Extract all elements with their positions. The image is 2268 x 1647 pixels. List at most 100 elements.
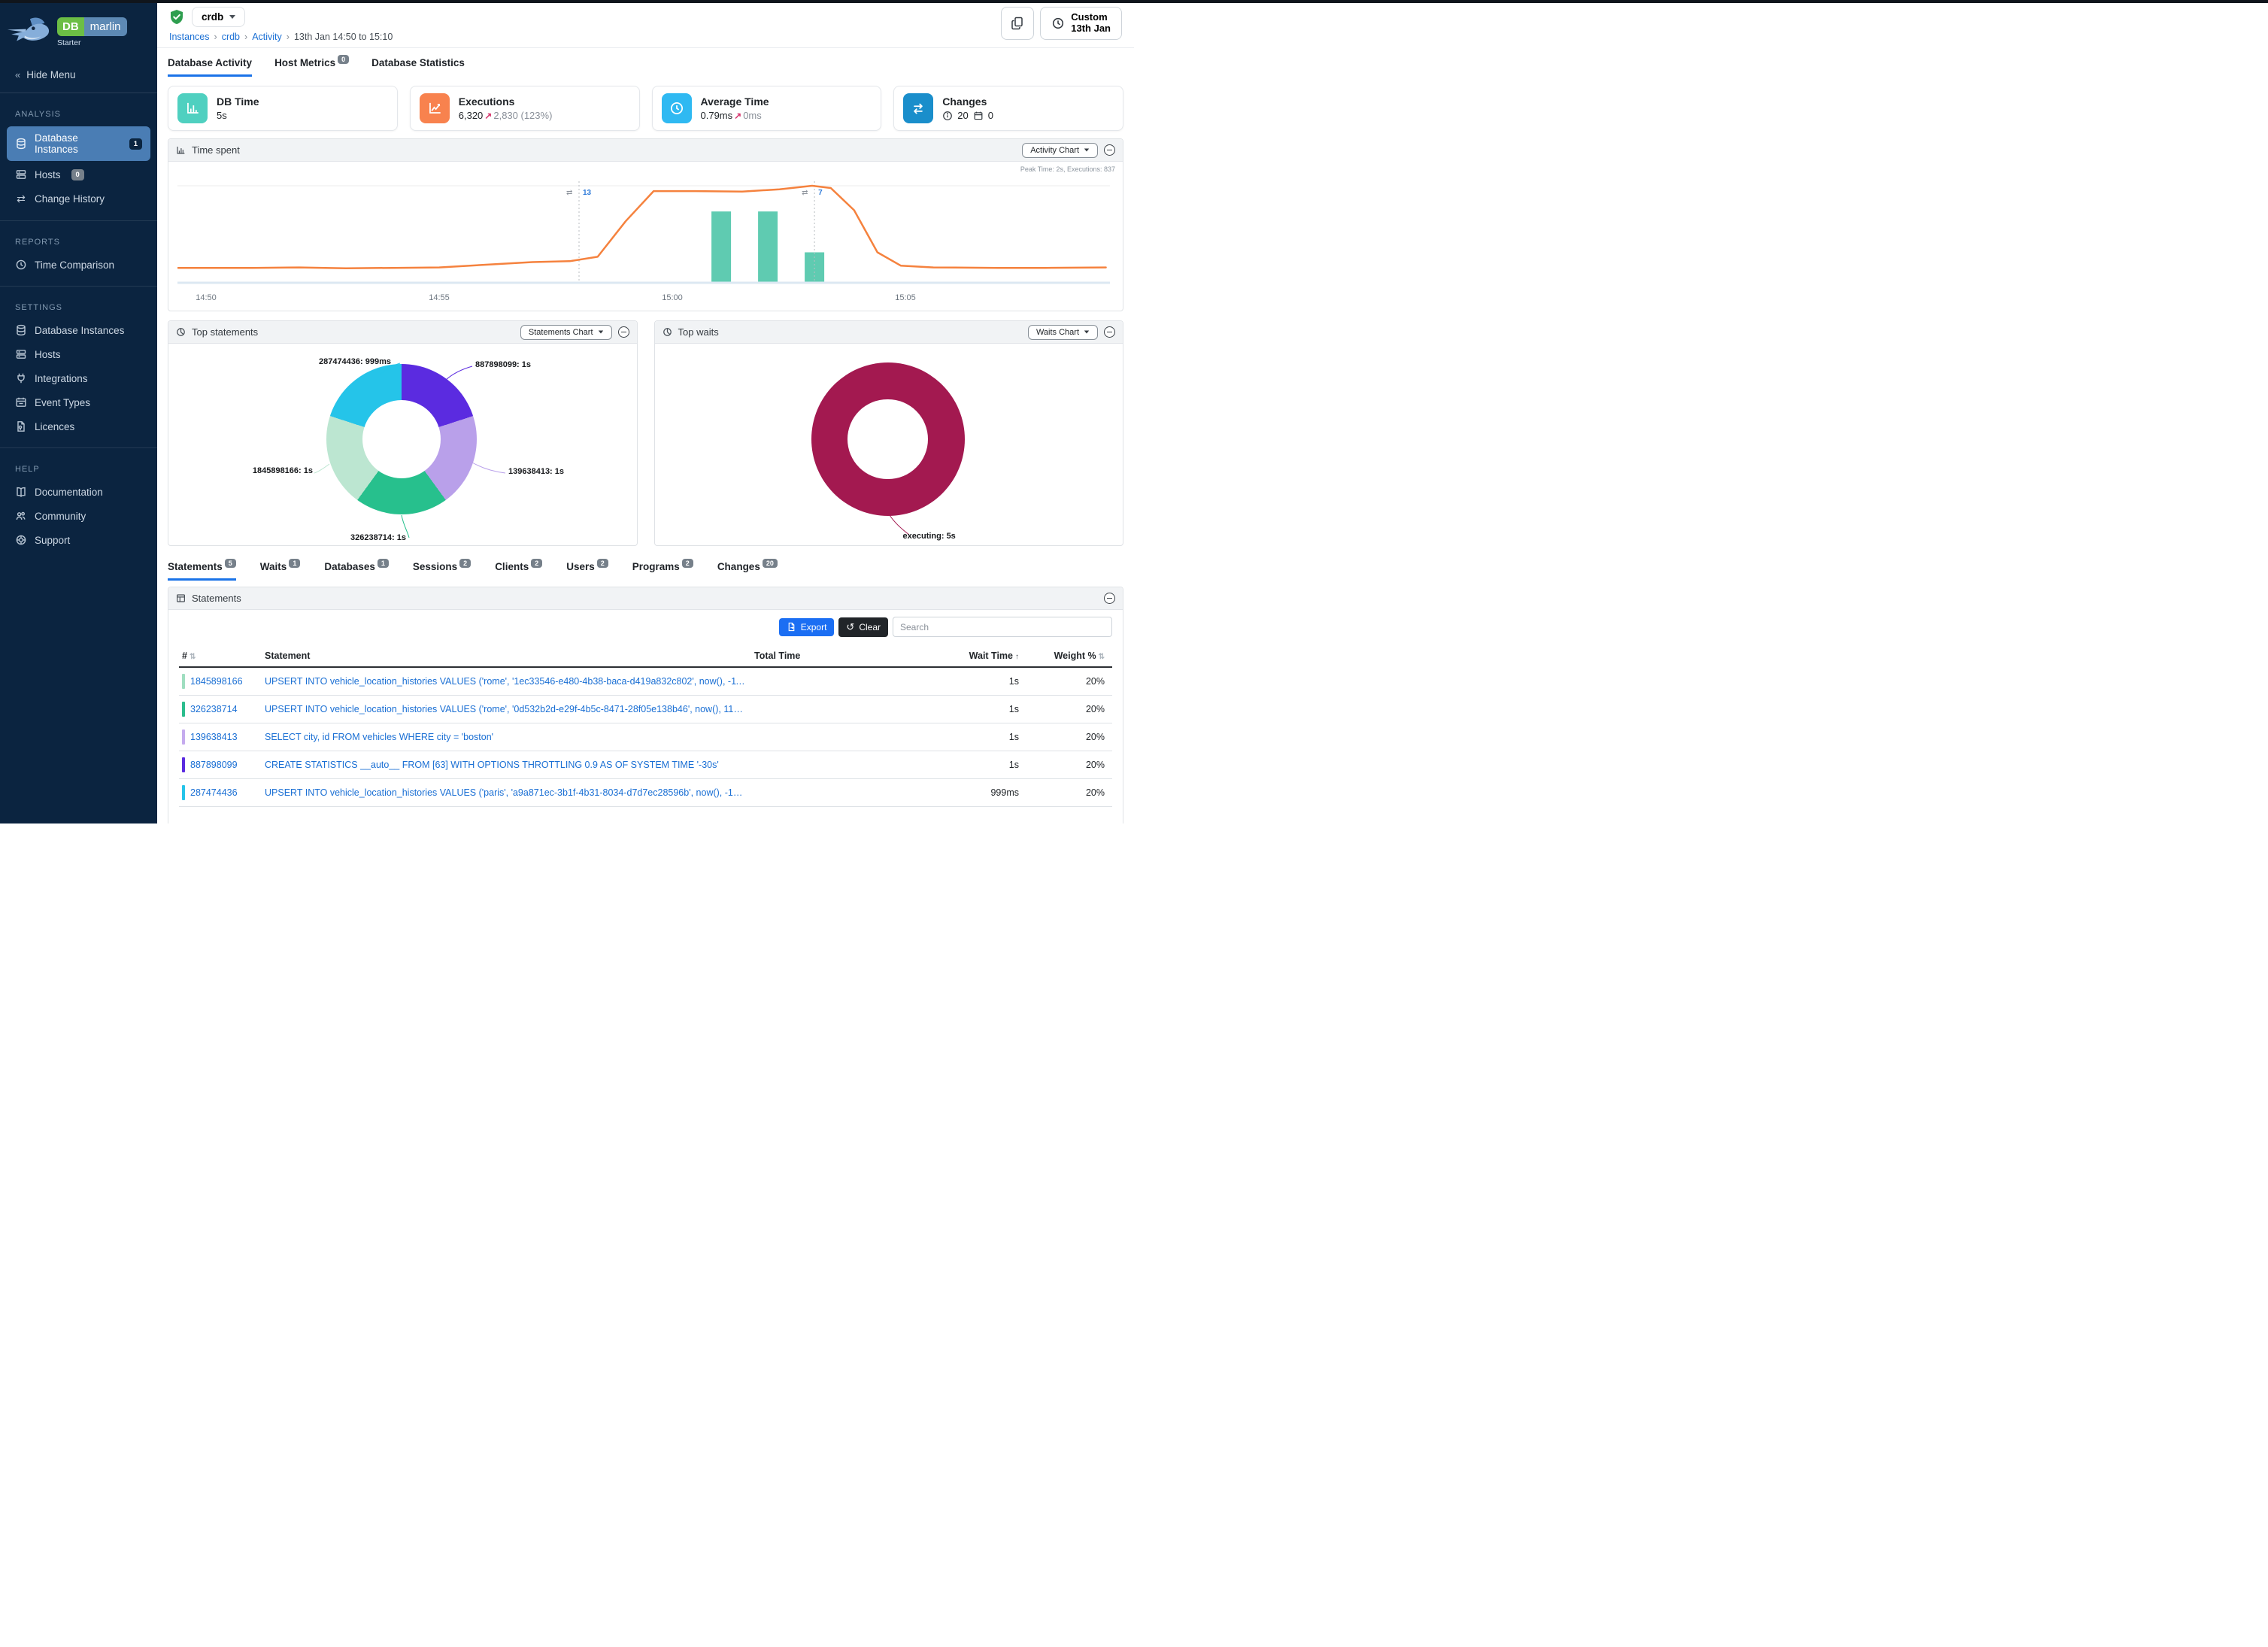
statement-id-link[interactable]: 1845898166 (190, 676, 243, 687)
tab-waits[interactable]: Waits 1 (260, 558, 301, 581)
statement-link[interactable]: CREATE STATISTICS __auto__ FROM [63] WIT… (265, 760, 719, 770)
sidebar-item-hosts[interactable]: Hosts 0 (0, 162, 157, 187)
svg-text:15:05: 15:05 (895, 293, 916, 302)
top-statements-header: Top statements Statements Chart (168, 321, 637, 344)
sidebar-item-settings-hosts[interactable]: Hosts (0, 342, 157, 366)
instance-selector-button[interactable]: crdb (192, 7, 246, 27)
table-row: 1845898166 UPSERT INTO vehicle_location_… (179, 667, 1112, 696)
column-header-id: # (182, 651, 187, 661)
svg-text:⇄: ⇄ (566, 189, 572, 197)
clock-icon (1053, 17, 1064, 29)
weight-value: 20% (1022, 723, 1112, 751)
breadcrumb-crdb[interactable]: crdb (221, 32, 241, 42)
main-tabs: Database Activity Host Metrics 0 Database… (168, 54, 1123, 77)
tab-clients[interactable]: Clients 2 (495, 558, 543, 581)
chevron-down-icon (1084, 330, 1090, 334)
tab-database-activity[interactable]: Database Activity (168, 54, 253, 77)
breadcrumb-instances[interactable]: Instances (169, 32, 210, 42)
statement-color-bar (182, 729, 185, 745)
tab-users[interactable]: Users 2 (566, 558, 608, 581)
tab-sessions[interactable]: Sessions 2 (413, 558, 471, 581)
sidebar-item-support[interactable]: Support (0, 528, 157, 552)
collapse-panel-button[interactable] (1104, 144, 1115, 156)
book-icon (15, 486, 27, 498)
sidebar-item-event-types[interactable]: Event Types (0, 390, 157, 414)
statement-id-link[interactable]: 326238714 (190, 704, 238, 714)
count-badge: 2 (531, 559, 543, 568)
tab-databases[interactable]: Databases 1 (324, 558, 389, 581)
app-root: DB marlin Starter « Hide Menu ANALYSIS Da… (0, 0, 1134, 824)
kpi-delta: 0ms (743, 110, 762, 121)
sidebar-item-community[interactable]: Community (0, 504, 157, 528)
kpi-value: 6,320 (458, 110, 484, 121)
statement-link[interactable]: UPSERT INTO vehicle_location_histories V… (265, 787, 746, 798)
waits-chart-selector[interactable]: Waits Chart (1027, 324, 1098, 340)
collapse-panel-button[interactable] (1104, 326, 1115, 338)
section-title: HELP (15, 465, 40, 474)
sidebar-item-time-comparison[interactable]: Time Comparison (0, 253, 157, 277)
statement-id-link[interactable]: 287474436 (190, 787, 238, 798)
weight-value: 20% (1022, 778, 1112, 807)
collapse-panel-button[interactable] (1104, 593, 1115, 604)
collapse-panel-button[interactable] (617, 326, 629, 338)
hide-menu-button[interactable]: « Hide Menu (0, 60, 157, 93)
chevron-down-icon (229, 15, 236, 19)
statement-color-bar (182, 757, 185, 772)
trend-up-icon: ↗ (484, 111, 493, 121)
statement-id-link[interactable]: 887898099 (190, 760, 238, 770)
statements-table: # ⇅ Statement Total Time Wait Time ↑ Weigh… (179, 645, 1112, 807)
tab-database-statistics[interactable]: Database Statistics (371, 57, 465, 68)
column-header-statement: Statement (265, 651, 311, 661)
swap-arrows-icon (903, 93, 934, 123)
time-spent-header: Time spent Activity Chart (168, 139, 1123, 162)
statements-donut-chart[interactable] (326, 364, 477, 514)
statement-link[interactable]: SELECT city, id FROM vehicles WHERE city… (265, 732, 494, 742)
time-range-button[interactable]: Custom 13th Jan (1040, 7, 1122, 40)
svg-text:15:00: 15:00 (662, 293, 683, 302)
search-input[interactable] (893, 617, 1112, 637)
changes-calendar-count: 0 (987, 110, 993, 121)
weight-value: 20% (1022, 695, 1112, 723)
tab-changes[interactable]: Changes 20 (717, 558, 778, 581)
server-icon (15, 168, 27, 180)
clear-button[interactable]: ↺ Clear (838, 617, 888, 637)
chevrons-left-icon: « (15, 69, 20, 80)
statement-id-link[interactable]: 139638413 (190, 732, 238, 742)
tab-host-metrics[interactable]: Host Metrics 0 (274, 54, 350, 77)
wait-time-value: 1s (834, 667, 1022, 696)
wait-time-value: 1s (834, 695, 1022, 723)
weight-value: 20% (1022, 667, 1112, 696)
sidebar-item-change-history[interactable]: ⇄ Change History (0, 187, 157, 211)
tab-programs[interactable]: Programs 2 (632, 558, 693, 581)
section-title: ANALYSIS (15, 110, 61, 119)
breadcrumb-activity[interactable]: Activity (252, 32, 282, 42)
activity-chart-selector[interactable]: Activity Chart (1022, 142, 1098, 158)
topbar: crdb Instances › crdb › Activity › 13th Jan 14… (157, 0, 1134, 48)
statement-link[interactable]: UPSERT INTO vehicle_location_histories V… (265, 704, 746, 714)
statements-chart-selector[interactable]: Statements Chart (520, 324, 612, 340)
sidebar-item-database-instances[interactable]: Database Instances 1 (7, 126, 150, 161)
count-badge: 0 (338, 55, 350, 64)
database-icon (15, 138, 27, 150)
column-header-total-time: Total Time (754, 651, 801, 661)
sort-icon: ⇅ (189, 653, 196, 661)
brand-logo: DB marlin Starter (0, 8, 157, 60)
panel-title: Top waits (678, 326, 719, 338)
export-button[interactable]: Export (778, 617, 835, 636)
column-header-wait-time: Wait Time (969, 651, 1013, 661)
sidebar-section-help: HELP Documentation Community Support (0, 448, 157, 561)
kpi-db-time: DB Time 5s (168, 86, 398, 131)
tab-statements[interactable]: Statements 5 (168, 558, 236, 581)
kpi-value: 0.79ms (700, 110, 733, 121)
sidebar-item-documentation[interactable]: Documentation (0, 480, 157, 504)
copy-button[interactable] (1001, 7, 1035, 40)
kpi-average-time: Average Time 0.79ms ↗ 0ms (651, 86, 882, 131)
wait-time-value: 1s (834, 751, 1022, 779)
waits-donut-chart[interactable] (811, 362, 965, 516)
sort-icon: ↑ (1015, 653, 1019, 661)
sidebar-item-integrations[interactable]: Integrations (0, 366, 157, 390)
statement-link[interactable]: UPSERT INTO vehicle_location_histories V… (265, 676, 746, 687)
sidebar-item-licences[interactable]: Licences (0, 414, 157, 438)
section-title: SETTINGS (15, 303, 63, 312)
sidebar-item-settings-database-instances[interactable]: Database Instances (0, 318, 157, 342)
